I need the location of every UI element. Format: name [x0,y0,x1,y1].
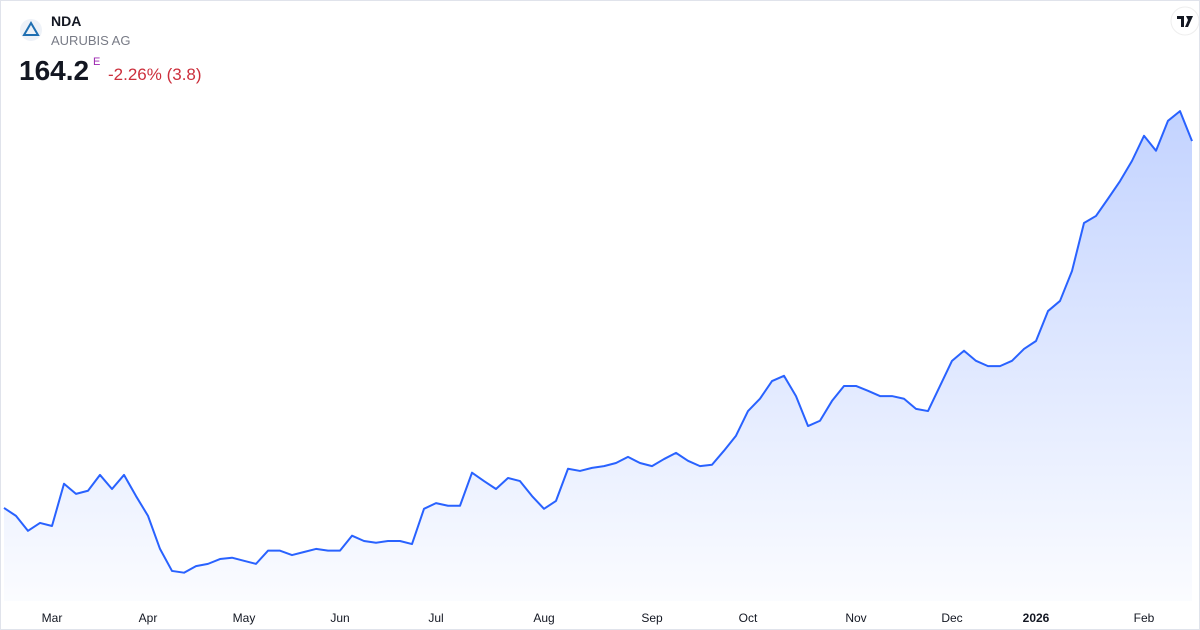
area [4,111,1192,601]
x-tick-label: May [233,611,256,625]
x-tick-label: Aug [533,611,554,625]
price-flag: E [93,56,101,68]
x-tick-label: Apr [139,611,158,625]
x-tick-label: Sep [641,611,663,625]
price-line [3,110,1193,574]
x-tick-label: Jul [428,611,443,625]
x-tick-label: Jun [330,611,349,625]
symbol: NDA [51,13,82,29]
x-tick-label: 2026 [1023,611,1050,625]
price: 164.2 [19,55,90,86]
x-tick-label: Mar [42,611,63,625]
x-tick-label: Dec [941,611,962,625]
x-tick-label: Feb [1134,611,1155,625]
x-tick-label: Oct [739,611,758,625]
price-change: -2.26% (3.8) [108,65,202,84]
logo [20,19,42,41]
x-tick-label: Nov [845,611,866,625]
tradingview-logo[interactable] [1170,6,1199,36]
company-name: AURUBIS AG [51,33,131,48]
